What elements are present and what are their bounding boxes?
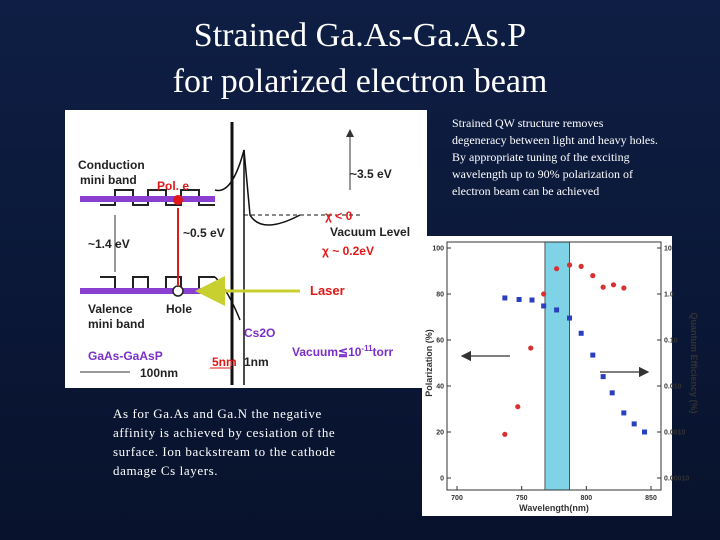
diagram-label: 5nm [212,355,237,369]
x-tick-label: 800 [580,495,592,502]
note-line: By appropriate tuning of the exciting [452,150,630,164]
y-tick-label: 0 [440,476,444,483]
data-point [578,263,584,269]
note-line: affinity is achieved by cesiation of the [113,425,335,440]
note-line: Strained QW structure removes [452,116,604,130]
diagram-label: Hole [166,302,192,316]
y-tick-label: 60 [436,338,444,345]
diagram-label: Vacuum≦10-11torr [292,344,394,359]
diagram-label: GaAs-GaAsP [88,349,163,363]
data-point [600,284,606,290]
diagram-label: Valence [88,302,133,316]
y-tick-label: 40 [436,384,444,391]
chart: 700 750 800 850 0 20 40 60 80 100 10 1.0 0.10 0.010 0.… [424,241,699,513]
data-point [578,330,584,336]
title-line: Strained Ga.As-Ga.As.P [194,17,526,54]
diagram-label: mini band [80,173,137,187]
plot-frame [446,241,662,491]
diagram-label: mini band [88,317,145,331]
data-point [609,390,615,396]
note-line: surface. Ion backstream to the cathode [113,444,336,459]
y-tick-label: 20 [436,430,444,437]
y-tick-label: 80 [436,292,444,299]
data-point [529,297,535,303]
x-tick-label: 700 [451,495,463,502]
data-point [502,295,508,301]
y2-axis-label: Quantum Efficiency (%) [689,312,699,413]
note-line: As for Ga.As and Ga.N the negative [113,406,322,421]
data-point [567,315,573,321]
highlight-band [544,241,570,491]
diagram-label: χ < 0 [325,209,353,223]
note-line: electron beam can be achieved [452,184,599,198]
note-bottom: As for Ga.As and Ga.N the negative affin… [113,406,336,478]
data-point [516,296,522,302]
y-tick-label: 100 [432,246,444,253]
data-point [590,273,596,279]
data-point [621,410,627,416]
x-tick-label: 750 [516,495,528,502]
vacuum-unit: torr [373,345,394,359]
conduction-wells [100,189,215,206]
y2-tick-label: 1.0 [664,292,674,299]
diagram-label: Cs2O [244,326,275,340]
data-point [528,345,534,351]
vacuum-text: Vacuum≦10 [292,345,362,359]
data-point [515,404,521,410]
diagram-label: ~3.5 eV [350,167,392,181]
y2-tick-label: 0.10 [664,338,678,345]
note-line: damage Cs layers. [113,463,218,478]
mini-band [80,288,215,294]
y2-tick-label: 10 [664,246,672,253]
diagram-panel [65,110,427,388]
note-line: degeneracy between light and heavy holes… [452,133,658,147]
data-point [621,285,627,291]
data-point [631,421,637,427]
electron [173,195,183,205]
diagram-label: Conduction [78,158,145,172]
mini-band [80,196,215,202]
diagram-label: 1nm [244,355,269,369]
data-point [541,303,547,309]
data-point [642,429,648,435]
data-point [502,431,508,437]
data-point [554,307,560,313]
diagram-label: ~1.4 eV [88,237,130,251]
diagram-label: Vacuum Level [330,225,410,239]
data-point [541,291,547,297]
data-point [553,266,560,272]
data-point [590,352,596,358]
y2-tick-label: 0.00010 [664,476,689,483]
x-axis-label: Wavelength(nm) [519,503,589,513]
y2-tick-label: 0.010 [664,384,682,391]
y2-tick-label: 0.0010 [664,430,686,437]
x-tick-label: 850 [645,495,657,502]
conduction-bend [214,149,301,226]
diagram-label: Laser [310,283,345,298]
diagram-label: ~0.5 eV [183,226,225,240]
note-line: wavelength up to 90% polarization of [452,167,633,181]
band-diagram: Conduction mini band Pol. e ~3.5 eV χ < … [65,110,427,388]
data-point [566,262,573,268]
diagram-label: χ ~ 0.2eV [322,244,374,258]
y-axis-label: Polarization (%) [424,329,434,397]
diagram-label: 100nm [140,366,178,380]
diagram-label: Pol. e [157,179,189,193]
note-top: Strained QW structure removes degeneracy… [452,116,658,198]
vacuum-exp: -11 [361,344,373,353]
data-point [610,282,617,288]
hole [172,285,184,297]
title-line: for polarized electron beam [173,63,548,100]
data-point [600,374,606,380]
